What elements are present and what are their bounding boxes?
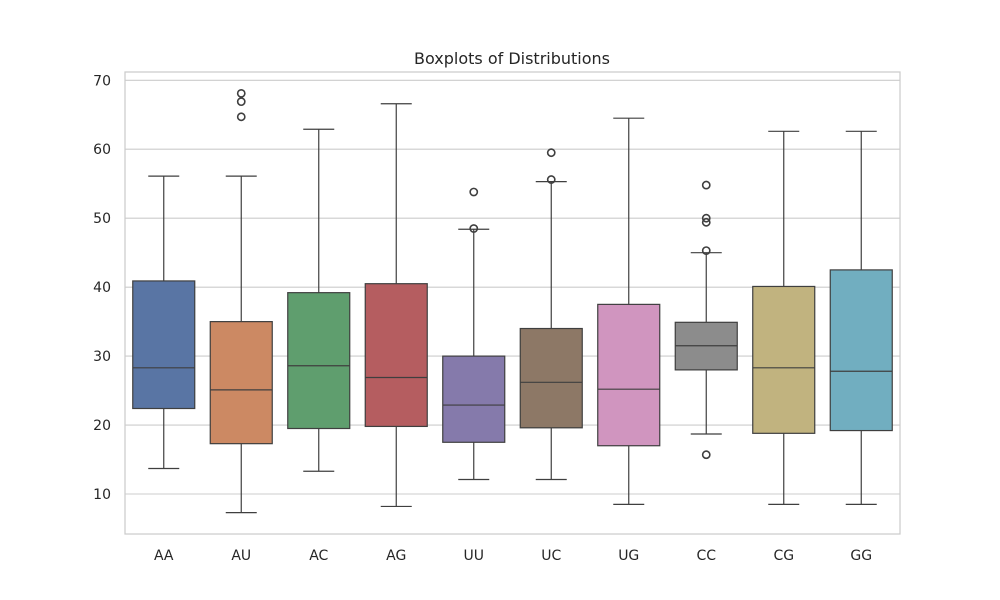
y-tick-label: 60 [93, 142, 111, 158]
chart-title: Boxplots of Distributions [414, 49, 610, 68]
y-tick-label: 20 [93, 418, 111, 434]
box-group-gg [829, 130, 893, 505]
outlier-point [546, 175, 556, 184]
outlier-point [469, 187, 479, 197]
x-tick-label: UU [464, 548, 485, 564]
iqr-box [364, 283, 428, 428]
box-group-cc [674, 180, 738, 460]
iqr-box [132, 280, 196, 410]
box-group-ag [364, 103, 428, 508]
outlier-point [701, 217, 711, 227]
iqr-box [287, 292, 351, 430]
y-tick-label: 40 [93, 280, 111, 296]
box-layer [132, 88, 893, 514]
x-tick-label: AA [154, 548, 174, 564]
x-tick-label: AC [309, 548, 328, 564]
plot-frame [124, 71, 901, 535]
outlier-point [236, 88, 246, 98]
x-tick-label: UG [618, 548, 639, 564]
x-tick-label: CG [773, 548, 794, 564]
x-tick-label: GG [850, 548, 872, 564]
iqr-box [442, 355, 506, 443]
tick-layer: 10 20 30 40 50 60 70 AA AU AC AG UU UC UG CC CG GG [93, 73, 872, 564]
outlier-point [701, 450, 711, 460]
box-group-ug [597, 117, 661, 505]
outlier-point [701, 180, 711, 190]
box-group-ac [287, 128, 351, 472]
y-tick-label: 10 [93, 487, 111, 503]
x-tick-label: UC [541, 548, 561, 564]
x-tick-label: AG [386, 548, 406, 564]
iqr-box [752, 285, 816, 434]
box-group-uu [442, 187, 506, 481]
y-tick-label: 50 [93, 211, 111, 227]
box-group-aa [132, 175, 196, 470]
x-tick-label: AU [231, 548, 251, 564]
iqr-box [829, 269, 893, 432]
y-tick-label: 70 [93, 73, 111, 89]
outlier-point [469, 224, 479, 233]
box-group-cg [752, 130, 816, 505]
y-tick-label: 30 [93, 349, 111, 365]
outlier-point [236, 112, 246, 122]
x-tick-label: CC [696, 548, 716, 564]
box-group-uc [519, 148, 583, 481]
iqr-box [209, 321, 273, 445]
box-group-au [209, 88, 273, 514]
outlier-point [701, 246, 711, 255]
outlier-point [701, 213, 711, 223]
outlier-point [546, 148, 556, 158]
outlier-point [236, 97, 246, 107]
iqr-box [519, 327, 583, 429]
iqr-box [597, 303, 661, 447]
